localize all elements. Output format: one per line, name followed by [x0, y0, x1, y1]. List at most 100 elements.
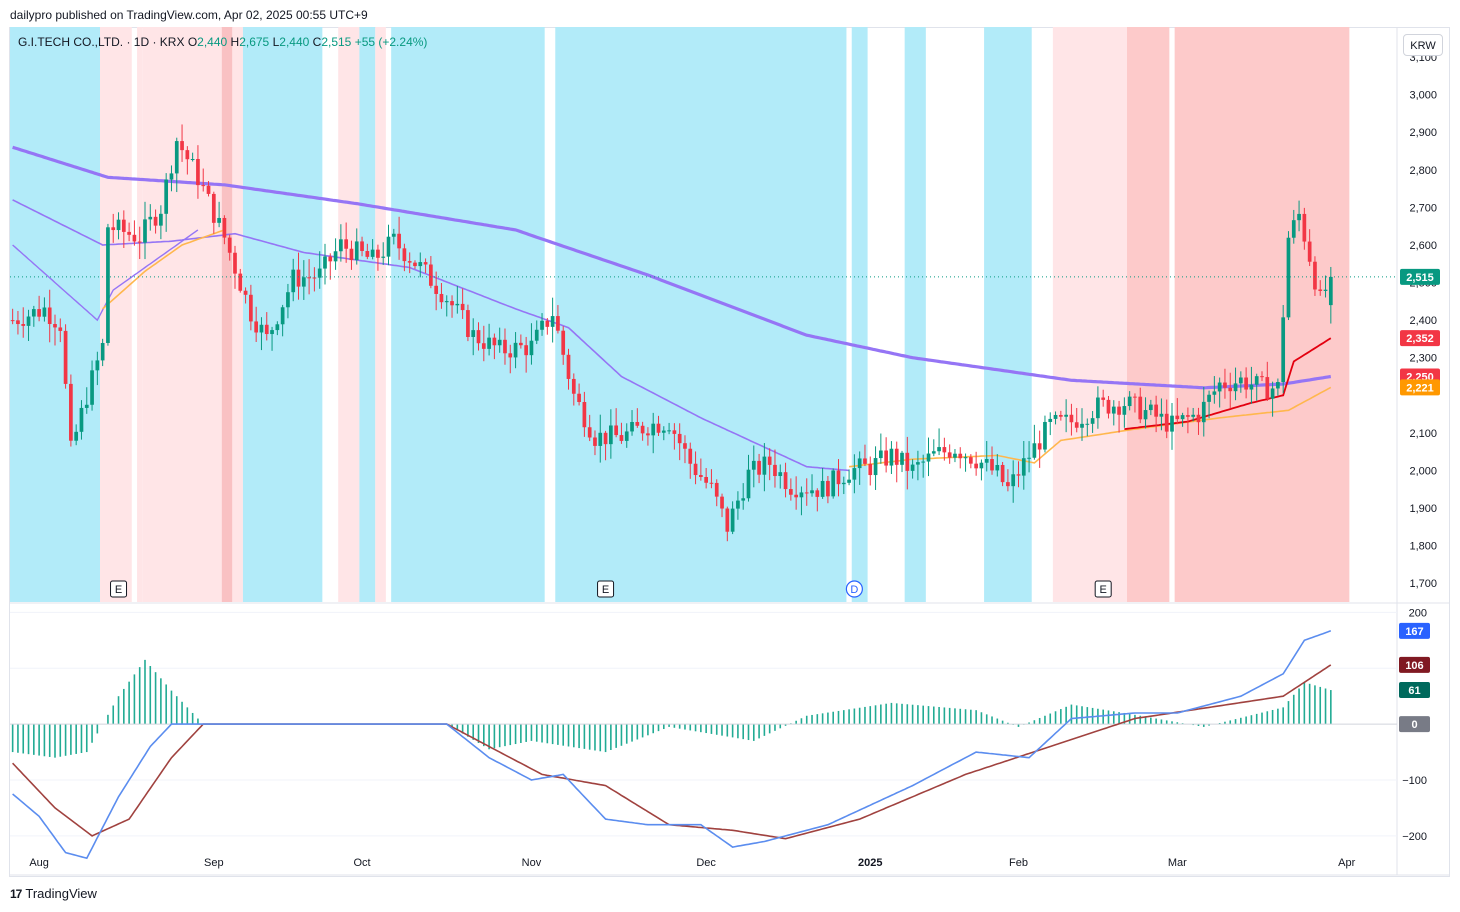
- macd-hist-bar: [880, 704, 882, 725]
- regime-band-7: [338, 27, 360, 602]
- candle-body: [624, 431, 629, 441]
- price-tick-label: 2,600: [1409, 240, 1437, 252]
- macd-hist-bar: [149, 666, 152, 725]
- candle-body: [376, 249, 380, 258]
- candle-body: [460, 303, 465, 311]
- candle-body: [1328, 276, 1333, 306]
- macd-hist-bar: [170, 690, 173, 725]
- candle-body: [185, 150, 190, 160]
- macd-hist-bar: [970, 709, 972, 725]
- macd-hist-bar: [504, 724, 506, 747]
- last-price-tag-bg: [1400, 268, 1440, 285]
- macd-hist-bar: [1292, 694, 1295, 725]
- legend-close-label: C: [312, 35, 322, 49]
- macd-hist-bar: [191, 712, 194, 725]
- candle-body: [365, 251, 370, 257]
- macd-hist-bar: [1271, 709, 1274, 725]
- candle-body: [762, 456, 767, 475]
- macd-hist-bar: [726, 724, 729, 737]
- earnings-marker-icon: [1094, 580, 1112, 598]
- candle-body: [1270, 388, 1275, 399]
- candle-body: [1037, 443, 1042, 450]
- candle-body: [79, 407, 84, 432]
- legend-high-label: H: [230, 35, 240, 49]
- macd-hist-bar: [821, 713, 824, 725]
- macd-hist-bar: [1086, 707, 1089, 725]
- macd-hist-bar: [181, 701, 183, 725]
- macd-hist-bar: [1128, 713, 1131, 725]
- macd-hist-bar: [657, 724, 660, 732]
- candle-body: [1154, 404, 1158, 417]
- candle-body: [153, 216, 158, 226]
- candle-body: [1074, 422, 1079, 428]
- earnings-marker-icon: [110, 580, 128, 598]
- macd-hist-bar: [800, 718, 803, 725]
- candle-body: [963, 457, 968, 459]
- candle-body: [947, 452, 952, 458]
- currency-button[interactable]: KRW: [1403, 34, 1443, 56]
- candle-body: [810, 490, 814, 494]
- candle-body: [926, 453, 931, 462]
- candle-body: [84, 404, 89, 408]
- candle-body: [1127, 396, 1132, 407]
- ma-price-tag-2-bg: [1400, 379, 1440, 396]
- macd-hist-bar: [752, 724, 755, 741]
- candle-body: [169, 173, 174, 180]
- candle-body: [466, 310, 470, 337]
- candle-body: [190, 158, 195, 160]
- candle-body: [423, 262, 428, 265]
- candle-body: [1111, 406, 1116, 414]
- candle-body: [275, 324, 280, 331]
- candle-body: [1021, 458, 1026, 476]
- macd-hist-bar: [625, 724, 628, 744]
- macd-hist-bar: [1218, 723, 1221, 725]
- macd-hist-bar: [572, 724, 575, 748]
- candle-body: [953, 453, 957, 458]
- legend-open: 2,440: [197, 35, 228, 49]
- price-tick-label: 2,100: [1409, 428, 1437, 440]
- candle-body: [1286, 237, 1291, 318]
- candle-body: [1291, 220, 1296, 238]
- candle-body: [968, 457, 973, 464]
- candle-body: [344, 239, 349, 249]
- macd-hist-bar: [885, 703, 887, 725]
- macd-tag-bg-1: [1399, 656, 1430, 673]
- macd-hist-bar: [652, 724, 655, 734]
- candle-body: [312, 277, 317, 279]
- macd-hist-bar: [954, 708, 956, 725]
- candle-body: [577, 393, 581, 403]
- macd-tick-label: −100: [1402, 775, 1427, 787]
- candle-body: [317, 268, 322, 278]
- macd-hist-bar: [567, 724, 570, 747]
- macd-hist-bar: [541, 724, 543, 743]
- tradingview-brand[interactable]: 17 TradingView: [10, 886, 97, 901]
- macd-hist-bar: [1028, 722, 1030, 725]
- candle-body: [736, 500, 740, 509]
- macd-hist-bar: [943, 707, 946, 725]
- candle-body: [481, 343, 486, 349]
- candle-body: [1138, 396, 1143, 420]
- time-tick-label: Dec: [696, 857, 716, 869]
- candle-body: [1313, 261, 1317, 290]
- candle-body: [550, 316, 555, 327]
- candle-body: [1159, 413, 1164, 417]
- macd-hist-bar: [175, 696, 178, 725]
- candle-body: [561, 330, 566, 355]
- macd-hist-bar: [1049, 713, 1052, 725]
- candle-body: [688, 448, 693, 464]
- candle-body: [894, 448, 899, 465]
- macd-hist-bar: [1001, 720, 1004, 725]
- macd-hist-bar: [705, 724, 707, 734]
- candle-body: [95, 360, 100, 371]
- candle-body: [831, 470, 836, 497]
- candle-body: [69, 383, 73, 441]
- candle-body: [1006, 482, 1010, 487]
- macd-hist-bar: [768, 724, 771, 734]
- candle-body: [990, 459, 994, 471]
- candle-body: [1244, 377, 1248, 390]
- candle-body: [1090, 418, 1095, 424]
- macd-hist-bar: [1081, 706, 1083, 725]
- candle-body: [227, 237, 232, 253]
- candle-body: [386, 236, 391, 257]
